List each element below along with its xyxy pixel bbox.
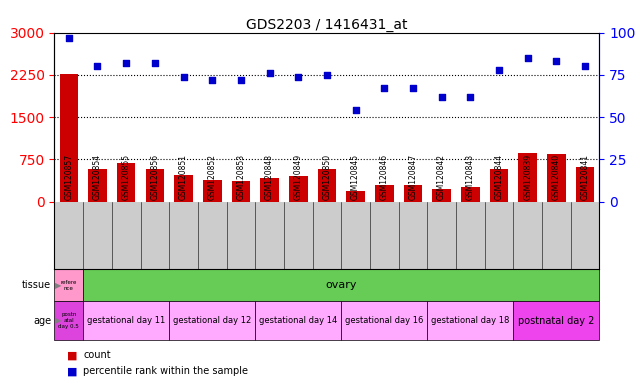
Point xyxy=(121,60,131,66)
Bar xyxy=(88,169,107,202)
Point xyxy=(494,67,504,73)
Text: ■: ■ xyxy=(67,366,78,376)
Bar xyxy=(375,185,394,202)
Text: gestational day 14: gestational day 14 xyxy=(259,316,337,325)
Bar xyxy=(255,301,341,340)
Point xyxy=(551,58,562,65)
Bar xyxy=(60,74,78,202)
Bar xyxy=(428,301,513,340)
Bar xyxy=(576,167,594,202)
Point xyxy=(236,77,246,83)
Point xyxy=(293,73,303,79)
Point xyxy=(580,63,590,70)
Bar xyxy=(174,175,193,202)
Text: percentile rank within the sample: percentile rank within the sample xyxy=(83,366,248,376)
Bar xyxy=(146,169,164,202)
Text: age: age xyxy=(33,316,51,326)
Point xyxy=(322,72,332,78)
Text: gestational day 12: gestational day 12 xyxy=(173,316,251,325)
Point xyxy=(408,85,418,91)
Bar xyxy=(547,154,565,202)
Point xyxy=(92,63,103,70)
Text: ▶: ▶ xyxy=(55,316,62,325)
Text: refere
nce: refere nce xyxy=(61,280,77,291)
Text: gestational day 11: gestational day 11 xyxy=(87,316,165,325)
Bar xyxy=(513,301,599,340)
Text: gestational day 18: gestational day 18 xyxy=(431,316,510,325)
Title: GDS2203 / 1416431_at: GDS2203 / 1416431_at xyxy=(246,18,408,31)
Bar xyxy=(117,163,135,202)
Text: gestational day 16: gestational day 16 xyxy=(345,316,424,325)
Bar xyxy=(203,180,222,202)
Text: ovary: ovary xyxy=(326,280,357,290)
Point xyxy=(178,73,188,79)
Text: count: count xyxy=(83,350,111,360)
Bar xyxy=(519,152,537,202)
Bar xyxy=(404,185,422,202)
Bar xyxy=(83,301,169,340)
Bar xyxy=(432,189,451,202)
Point xyxy=(437,94,447,100)
Point xyxy=(522,55,533,61)
Bar xyxy=(260,178,279,202)
Text: ▶: ▶ xyxy=(55,281,62,290)
Text: tissue: tissue xyxy=(22,280,51,290)
Point xyxy=(379,85,389,91)
Text: postnatal day 2: postnatal day 2 xyxy=(518,316,594,326)
Bar xyxy=(317,169,337,202)
Bar xyxy=(289,176,308,202)
Bar xyxy=(346,190,365,202)
Text: postn
atal
day 0.5: postn atal day 0.5 xyxy=(58,312,79,329)
Point xyxy=(465,94,476,100)
Point xyxy=(150,60,160,66)
Bar xyxy=(461,187,479,202)
Bar xyxy=(231,181,250,202)
Point xyxy=(207,77,217,83)
Bar xyxy=(54,269,83,301)
Bar xyxy=(341,301,428,340)
Bar xyxy=(490,169,508,202)
Text: ■: ■ xyxy=(67,350,78,360)
Point xyxy=(265,70,275,76)
Bar xyxy=(169,301,255,340)
Point xyxy=(351,107,361,113)
Point xyxy=(63,35,74,41)
Bar xyxy=(54,301,83,340)
